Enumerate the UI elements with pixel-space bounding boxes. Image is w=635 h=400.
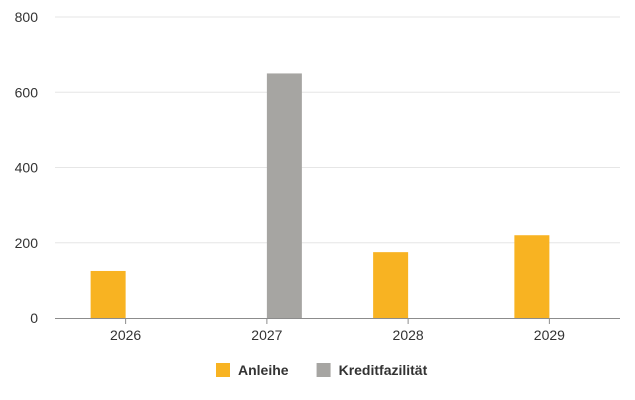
x-tick-label: 2026	[110, 327, 141, 343]
y-axis-ticks: 0 200 400 600 800	[15, 9, 39, 326]
x-tick-label: 2029	[534, 327, 565, 343]
legend-label: Anleihe	[238, 362, 289, 378]
y-tick-label: 200	[15, 235, 39, 251]
x-axis: 2026 2027 2028 2029	[55, 318, 620, 343]
bar-anleihe-2026	[90, 270, 126, 318]
x-tick-label: 2027	[251, 327, 282, 343]
bar-anleihe-2029	[514, 235, 550, 318]
bars	[90, 73, 550, 318]
y-tick-label: 0	[30, 310, 38, 326]
legend-swatch	[216, 363, 230, 377]
bar-anleihe-2028	[373, 252, 409, 318]
legend: Anleihe Kreditfazilität	[216, 362, 428, 378]
bar-kreditfazilit-t-2027	[266, 73, 302, 318]
x-tick-label: 2028	[393, 327, 424, 343]
y-tick-label: 800	[15, 9, 39, 25]
legend-swatch	[316, 363, 331, 377]
y-tick-label: 600	[15, 84, 39, 100]
gridlines	[55, 16, 620, 244]
legend-label: Kreditfazilität	[339, 362, 428, 378]
y-tick-label: 400	[15, 160, 39, 176]
